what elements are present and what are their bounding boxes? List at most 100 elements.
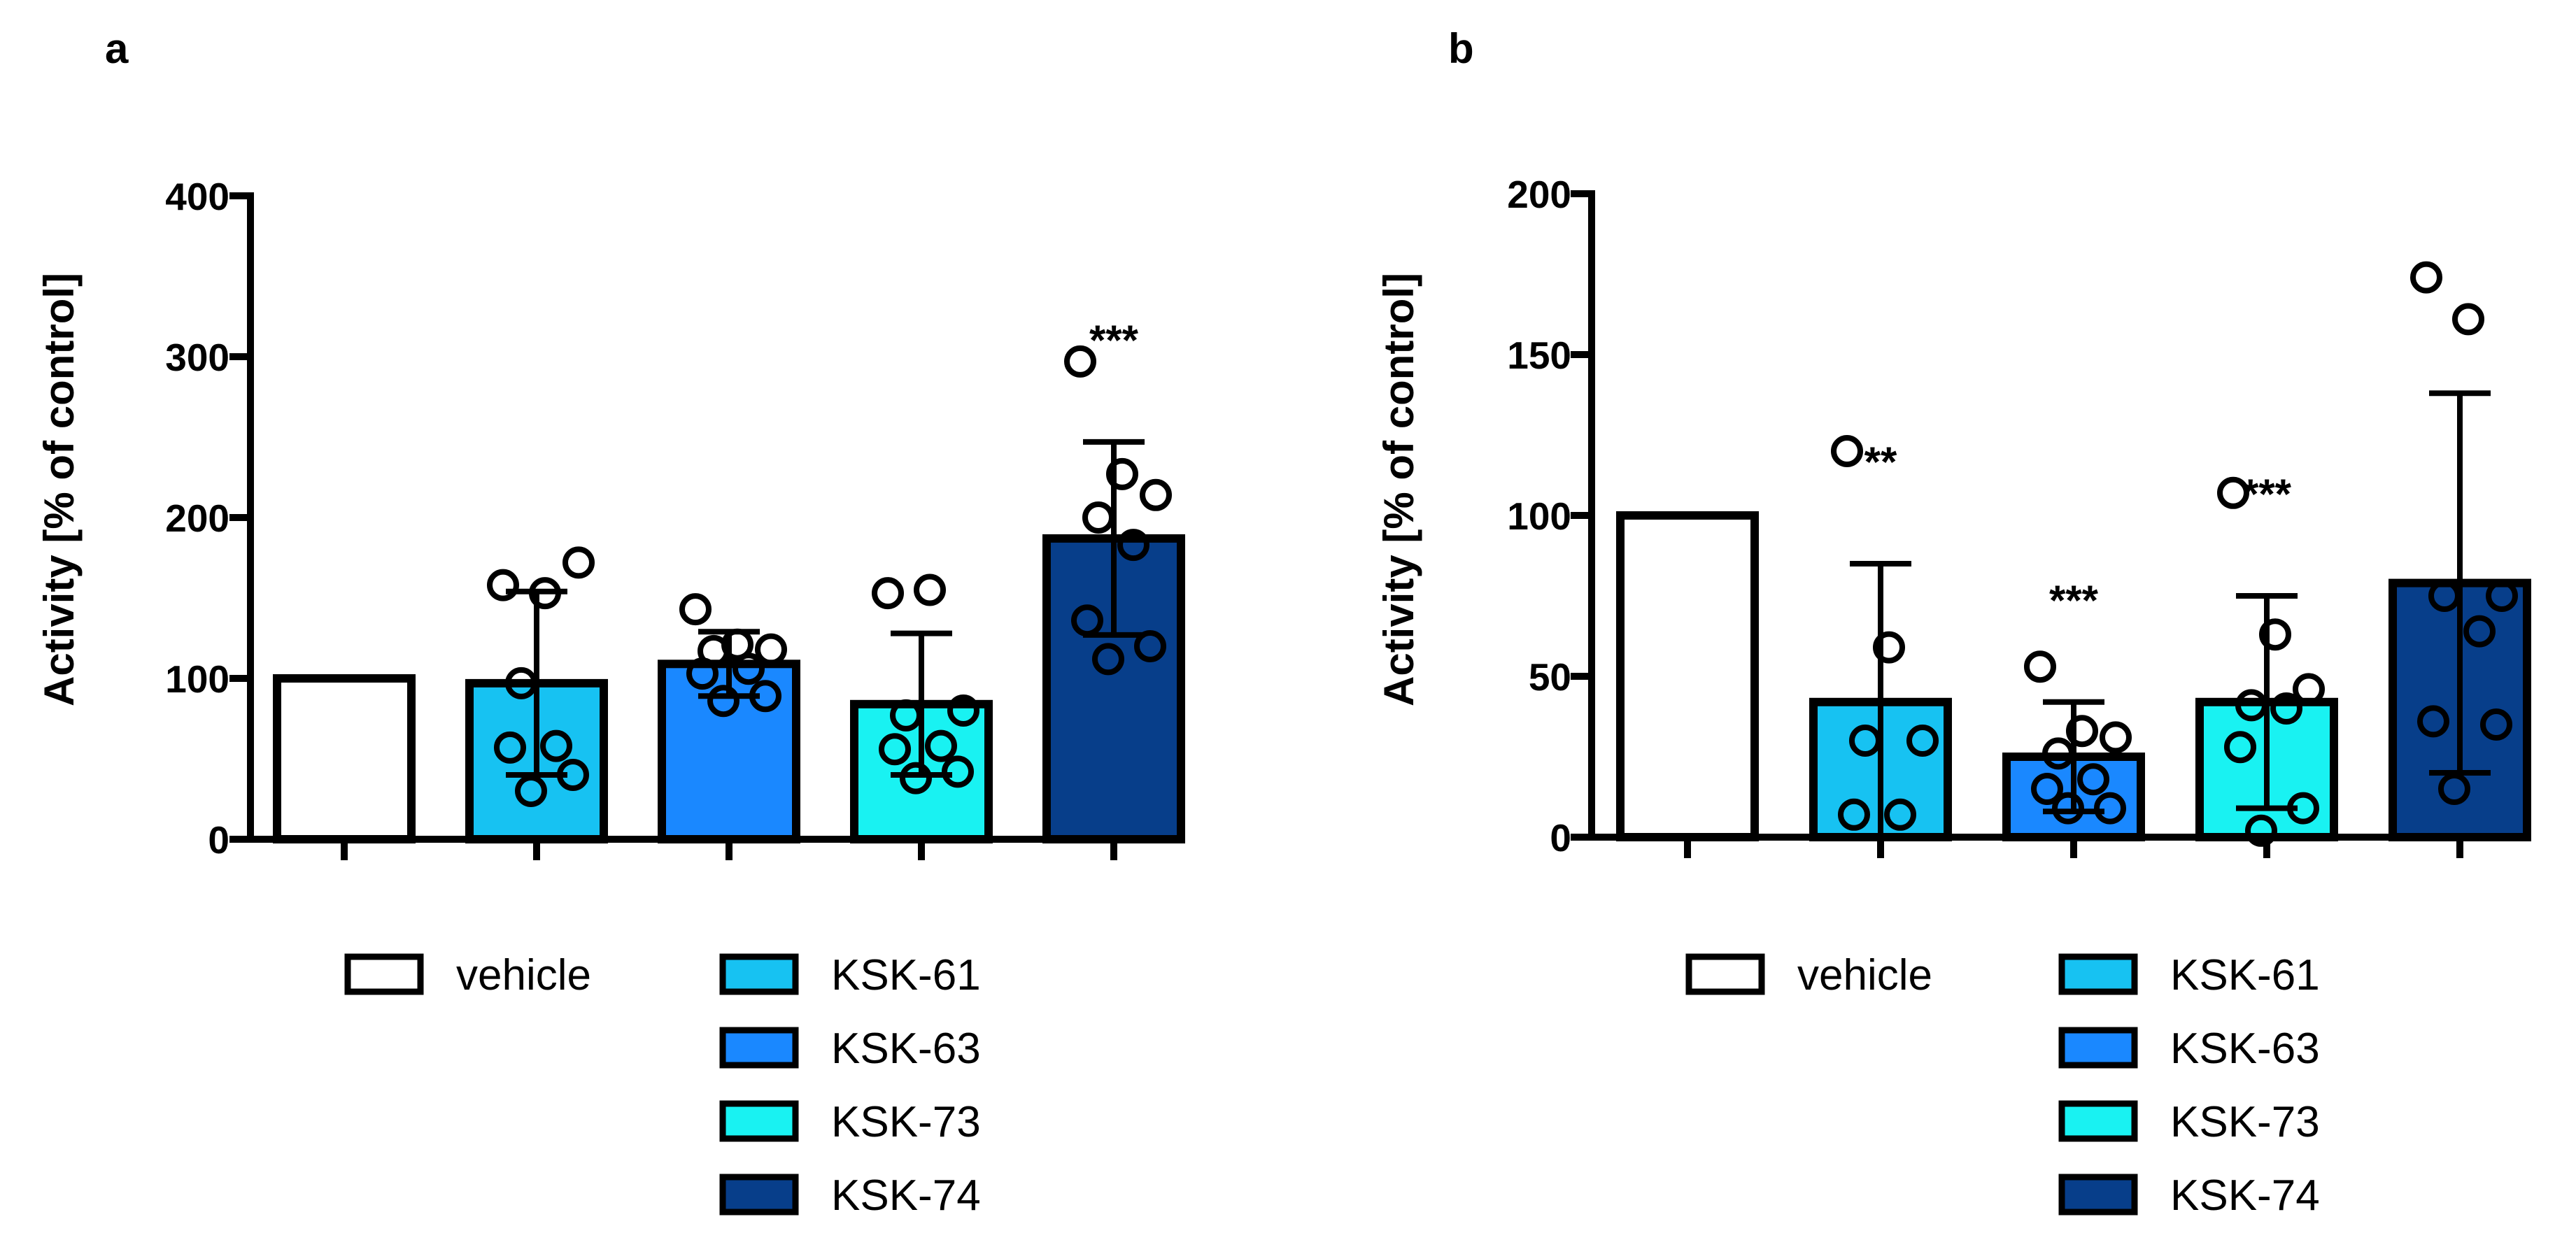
y-axis-label-b: Activity [% of control] (1375, 273, 1422, 706)
data-point-a-ksk-73 (947, 694, 979, 727)
data-point-a-ksk-73 (942, 755, 974, 788)
significance-b-ksk-73: *** (2242, 471, 2292, 518)
panel-a: a Activity [% of control] *** 0 100 200 300 4… (36, 25, 1185, 1220)
panel-label-a: a (105, 25, 129, 72)
data-point-b-ksk-74 (2452, 303, 2484, 336)
data-point-a-ksk-73 (890, 699, 922, 732)
data-point-a-ksk-61 (529, 577, 561, 610)
data-point-b-ksk-63 (2024, 650, 2056, 683)
data-point-a-ksk-74 (1071, 604, 1103, 637)
data-point-b-ksk-61 (1838, 798, 1870, 831)
panel-label-b: b (1448, 25, 1474, 72)
legend-swatch-b-ksk-61 (2058, 953, 2138, 995)
data-point-a-ksk-61 (562, 546, 595, 579)
y-tick-label-b: 100 (1507, 494, 1571, 538)
legend-swatch-a-ksk-63 (719, 1027, 799, 1069)
y-axis-label-a: Activity [% of control] (36, 273, 83, 706)
data-point-a-ksk-73 (900, 762, 932, 794)
data-point-a-ksk-61 (487, 569, 519, 601)
data-point-b-ksk-61 (1906, 725, 1939, 757)
data-point-a-ksk-61 (557, 759, 589, 791)
legend-label-b-ksk-73: KSK-73 (2170, 1098, 2320, 1146)
data-point-a-ksk-61 (515, 775, 547, 807)
legend-swatch-b-vehicle (1685, 953, 1765, 995)
legend-label-b-vehicle: vehicle (1797, 951, 1932, 999)
data-point-a-ksk-73 (872, 577, 904, 610)
data-point-a-ksk-74 (1106, 457, 1138, 490)
data-point-a-ksk-61 (494, 731, 526, 764)
data-point-b-ksk-74 (2410, 261, 2442, 294)
legend-label-b-ksk-74: KSK-74 (2170, 1171, 2320, 1220)
legend-label-b-ksk-61: KSK-61 (2170, 951, 2320, 999)
data-point-b-ksk-63 (2031, 773, 2063, 805)
data-point-a-ksk-61 (540, 729, 572, 762)
data-point-a-ksk-73 (879, 733, 911, 766)
data-point-b-ksk-61 (1884, 798, 1916, 831)
legend-label-a-ksk-63: KSK-63 (831, 1025, 981, 1073)
legend-label-a-vehicle: vehicle (456, 951, 591, 999)
legend-label-b-ksk-63: KSK-63 (2170, 1025, 2320, 1073)
data-point-a-ksk-73 (914, 573, 946, 606)
data-point-a-ksk-74 (1064, 345, 1096, 378)
data-point-b-ksk-61 (1849, 725, 1881, 757)
data-point-b-ksk-63 (2077, 763, 2109, 796)
legend-swatch-a-ksk-61 (719, 953, 799, 995)
y-tick-label-a: 200 (165, 497, 229, 540)
data-point-b-ksk-63 (2052, 792, 2084, 825)
legend-swatch-b-ksk-74 (2058, 1174, 2138, 1216)
y-tick-label-b: 150 (1507, 334, 1571, 377)
data-point-b-ksk-63 (2042, 737, 2074, 770)
significance-b-ksk-63: *** (2049, 577, 2099, 624)
y-tick-label-a: 400 (165, 175, 229, 218)
y-tick-label-a: 100 (165, 657, 229, 701)
data-point-a-ksk-74 (1140, 478, 1172, 511)
data-point-a-ksk-74 (1082, 501, 1114, 534)
data-point-b-ksk-74 (2438, 773, 2470, 805)
data-point-b-ksk-74 (2486, 580, 2518, 612)
data-point-b-ksk-74 (2480, 708, 2512, 741)
data-point-a-ksk-73 (925, 729, 957, 762)
legend-a: vehicle KSK-61 KSK-63 KSK-73 KSK-74 (344, 951, 981, 1220)
significance-a-ksk-74: *** (1089, 317, 1139, 364)
data-point-a-ksk-63 (679, 593, 712, 626)
data-point-b-ksk-73 (2259, 618, 2291, 651)
data-point-b-ksk-73 (2245, 814, 2277, 847)
data-point-b-ksk-73 (2224, 731, 2256, 764)
y-tick-label-b: 0 (1550, 816, 1571, 860)
y-tick-label-b: 200 (1507, 173, 1571, 216)
data-point-b-ksk-74 (2463, 615, 2496, 648)
data-point-b-ksk-73 (2270, 692, 2302, 725)
data-point-b-ksk-61 (1831, 435, 1863, 467)
legend-swatch-a-ksk-74 (719, 1174, 799, 1216)
legend-label-a-ksk-73: KSK-73 (831, 1098, 981, 1146)
plot-area-a: *** 0 100 200 300 400 (165, 175, 1185, 862)
data-point-a-ksk-63 (686, 657, 719, 690)
legend-b: vehicle KSK-61 KSK-63 KSK-73 KSK-74 (1685, 951, 2320, 1220)
data-point-a-ksk-61 (505, 667, 537, 699)
data-point-b-ksk-63 (2094, 792, 2126, 825)
data-point-b-ksk-61 (1873, 631, 1905, 664)
y-tick-label-b: 50 (1529, 655, 1571, 699)
legend-swatch-b-ksk-63 (2058, 1027, 2138, 1069)
panel-b: b Activity [% of control] ********050100… (1375, 25, 2531, 1220)
data-point-b-ksk-63 (2100, 721, 2132, 754)
data-point-a-ksk-63 (733, 653, 765, 685)
data-point-a-ksk-74 (1117, 529, 1149, 562)
data-point-b-ksk-73 (2293, 673, 2325, 706)
data-point-b-ksk-73 (2235, 689, 2267, 722)
legend-label-a-ksk-61: KSK-61 (831, 951, 981, 999)
data-point-b-ksk-74 (2428, 580, 2461, 612)
legend-label-a-ksk-74: KSK-74 (831, 1171, 981, 1220)
data-point-b-ksk-73 (2217, 476, 2249, 509)
legend-swatch-a-vehicle (344, 953, 424, 995)
data-point-a-ksk-74 (1092, 643, 1124, 676)
data-point-b-ksk-63 (2066, 715, 2098, 748)
legend-swatch-a-ksk-73 (719, 1100, 799, 1142)
data-point-b-ksk-73 (2287, 792, 2319, 825)
data-point-a-ksk-63 (707, 685, 739, 718)
y-tick-label-a: 300 (165, 336, 229, 379)
data-point-a-ksk-63 (749, 680, 781, 713)
data-point-b-ksk-74 (2417, 705, 2449, 738)
